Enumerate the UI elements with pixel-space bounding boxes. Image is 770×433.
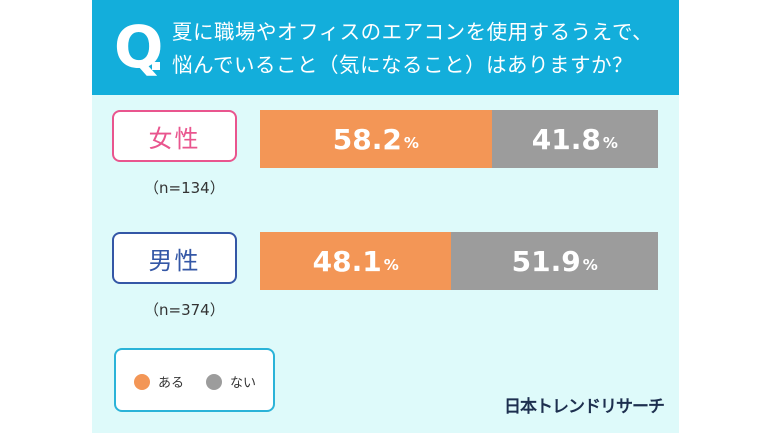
question-line-2: 悩んでいること（気になること）はありますか？: [172, 53, 633, 77]
group-label: 女性: [112, 110, 237, 162]
bar-segment-nai: 51.9%: [451, 232, 658, 290]
legend-swatch: [206, 373, 222, 390]
question-header: Q 夏に職場やオフィスのエアコンを使用するうえで、 悩んでいること（気になること…: [92, 0, 679, 95]
data-label: 41.8: [531, 122, 601, 156]
group-label: 男性: [112, 232, 237, 284]
legend-swatch: [134, 373, 150, 390]
chart-card: Q 夏に職場やオフィスのエアコンを使用するうえで、 悩んでいること（気になること…: [92, 0, 679, 433]
legend-label: ある: [158, 376, 185, 391]
unit-label: %: [602, 134, 618, 152]
question-text: 夏に職場やオフィスのエアコンを使用するうえで、 悩んでいること（気になること）は…: [172, 16, 653, 82]
unit-label: %: [403, 134, 419, 152]
legend-label: ない: [230, 376, 257, 391]
data-label: 51.9: [511, 244, 581, 278]
bar-segment-aru: 58.2%: [260, 110, 492, 168]
sample-size: （n=134）: [144, 179, 225, 197]
legend-item-aru: ある: [134, 372, 184, 391]
unit-label: %: [582, 256, 598, 274]
q-dot: [152, 62, 160, 70]
legend: ある ない: [114, 348, 275, 412]
question-line-1: 夏に職場やオフィスのエアコンを使用するうえで、: [172, 20, 654, 44]
legend-item-nai: ない: [206, 372, 256, 391]
stacked-bar: 48.1% 51.9%: [260, 232, 658, 290]
q-mark: Q: [114, 13, 164, 81]
stacked-bar: 58.2% 41.8%: [260, 110, 658, 168]
bar-segment-nai: 41.8%: [491, 110, 658, 168]
sample-size: （n=374）: [144, 301, 225, 319]
data-label: 58.2: [332, 122, 402, 156]
unit-label: %: [383, 256, 399, 274]
logo: 日本トレンドリサーチ: [504, 397, 665, 417]
bar-segment-aru: 48.1%: [260, 232, 452, 290]
data-label: 48.1: [312, 244, 382, 278]
